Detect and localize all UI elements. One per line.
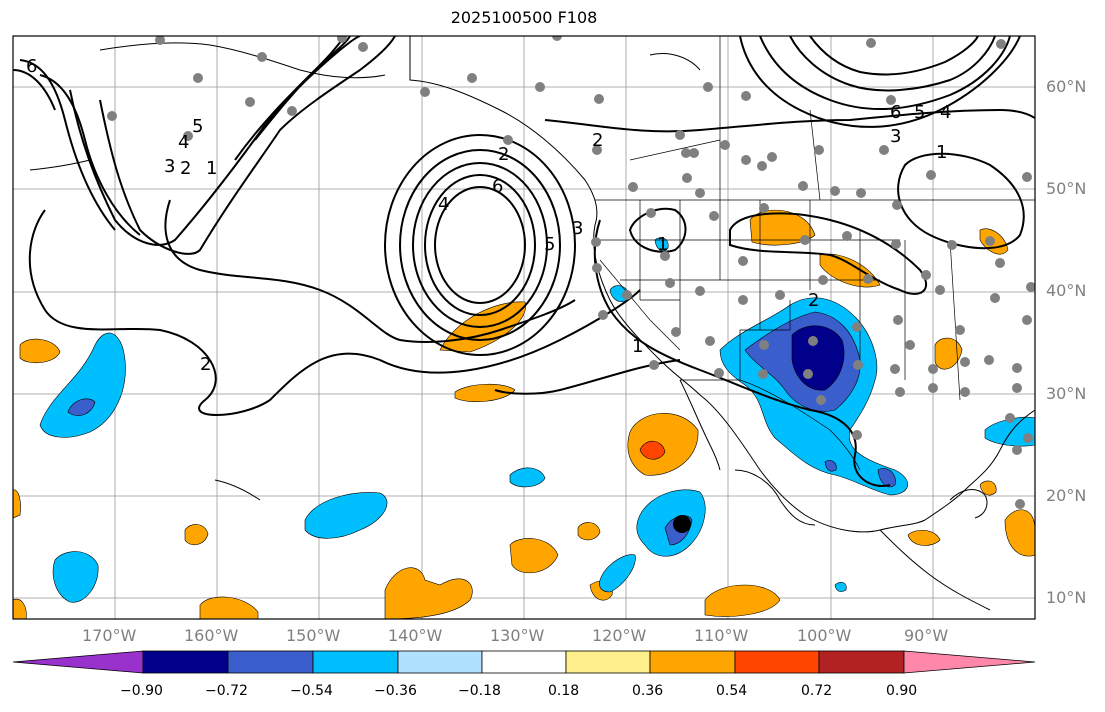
colorbar-tick: 0.36	[632, 683, 664, 699]
contour-label: 2	[808, 290, 819, 311]
lat-label: 20°N	[1046, 486, 1087, 505]
lat-label: 60°N	[1046, 77, 1087, 96]
contour-label: 3	[572, 218, 583, 239]
lon-label: 130°W	[490, 626, 545, 645]
lon-label: 100°W	[797, 626, 852, 645]
contour-label: 1	[206, 158, 217, 179]
highlight-marker	[673, 515, 691, 533]
contour-label: 2	[200, 354, 211, 375]
contour-label: 2	[498, 144, 509, 165]
contour-label: 5	[544, 234, 555, 255]
station-markers	[107, 36, 1035, 509]
map-title: 2025100500 F108	[450, 8, 598, 27]
colorbar	[12, 650, 1036, 674]
contour-label: 5	[192, 116, 203, 137]
lon-label: 140°W	[388, 626, 443, 645]
colorbar-tick: 0.54	[716, 683, 748, 699]
colorbar-tick: −0.90	[120, 683, 163, 699]
contour-label-group: 6 5 4 3 2 1 2 4 6 5 3 1 2 1 6 5 4 3 1 2 …	[26, 56, 951, 375]
contour-label: 6	[492, 176, 503, 197]
contour-label: 1	[936, 142, 947, 163]
lat-label: 10°N	[1046, 588, 1087, 607]
lon-label: 160°W	[184, 626, 239, 645]
colorbar-tick: −0.36	[374, 683, 417, 699]
colorbar-tick: −0.72	[205, 683, 248, 699]
contour-label: 6	[890, 102, 901, 123]
colorbar-tick: 0.18	[548, 683, 580, 699]
lon-label: 170°W	[82, 626, 137, 645]
contour-label: 4	[178, 132, 189, 153]
contour-label: 3	[890, 126, 901, 147]
lon-label: 90°W	[904, 626, 949, 645]
colorbar-tick: 0.72	[801, 683, 833, 699]
contour-label: 3	[164, 156, 175, 177]
colorbar-tick: −0.54	[290, 683, 333, 699]
height-contours	[13, 36, 1035, 487]
colorbar-extend-low	[12, 650, 144, 674]
lat-label: 40°N	[1046, 281, 1087, 300]
contour-label: 5	[914, 102, 925, 123]
map-frame	[12, 35, 1036, 620]
lat-label: 50°N	[1046, 179, 1087, 198]
contour-label: 4	[438, 194, 449, 215]
colorbar-tick: −0.18	[458, 683, 501, 699]
contour-label: 4	[940, 102, 951, 123]
lon-label: 110°W	[694, 626, 749, 645]
contour-label: 2	[592, 130, 603, 151]
colorbar-tick: 0.90	[886, 683, 918, 699]
contour-label: 1	[657, 234, 668, 255]
lon-label: 120°W	[592, 626, 647, 645]
coastlines	[29, 36, 1035, 611]
lat-label: 30°N	[1046, 384, 1087, 403]
contour-label: 2	[180, 158, 191, 179]
colorbar-extend-high	[903, 650, 1036, 674]
positive-anomaly-areas	[13, 209, 1035, 619]
contour-label: 6	[26, 56, 37, 77]
lon-label: 150°W	[286, 626, 341, 645]
contour-label: 1	[632, 336, 643, 357]
